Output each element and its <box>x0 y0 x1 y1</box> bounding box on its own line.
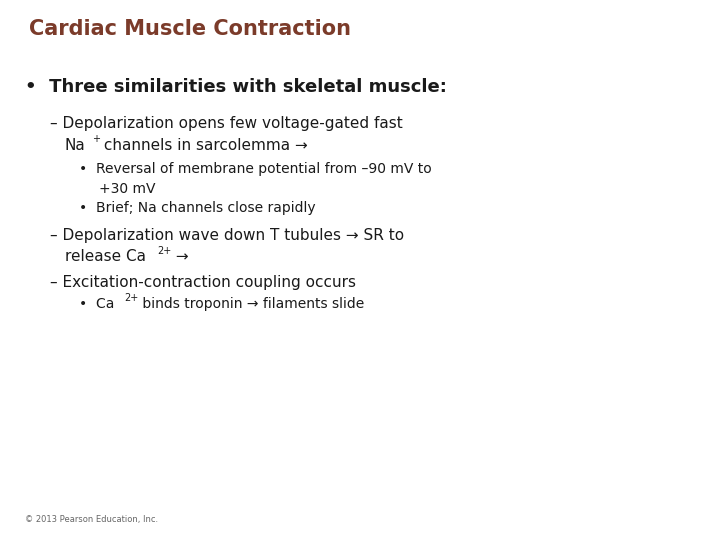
Text: Na: Na <box>65 138 86 153</box>
Text: © 2013 Pearson Education, Inc.: © 2013 Pearson Education, Inc. <box>25 515 158 524</box>
Text: Cardiac Muscle Contraction: Cardiac Muscle Contraction <box>29 19 351 39</box>
Text: •  Three similarities with skeletal muscle:: • Three similarities with skeletal muscl… <box>25 78 447 96</box>
Text: 2+: 2+ <box>124 293 138 303</box>
Text: •  Ca: • Ca <box>79 297 114 311</box>
Text: binds troponin → filaments slide: binds troponin → filaments slide <box>138 297 364 311</box>
Text: 2+: 2+ <box>158 246 172 256</box>
Text: release Ca: release Ca <box>65 249 145 265</box>
Text: +30 mV: +30 mV <box>99 182 156 196</box>
Text: +: + <box>92 134 100 144</box>
Text: channels in sarcolemma →: channels in sarcolemma → <box>99 138 307 153</box>
Text: →: → <box>171 249 189 265</box>
Text: – Excitation-contraction coupling occurs: – Excitation-contraction coupling occurs <box>50 275 356 291</box>
Text: – Depolarization wave down T tubules → SR to: – Depolarization wave down T tubules → S… <box>50 228 405 243</box>
Text: •  Brief; Na channels close rapidly: • Brief; Na channels close rapidly <box>79 201 316 215</box>
Text: •  Reversal of membrane potential from –90 mV to: • Reversal of membrane potential from –9… <box>79 162 432 176</box>
Text: – Depolarization opens few voltage-gated fast: – Depolarization opens few voltage-gated… <box>50 116 403 131</box>
